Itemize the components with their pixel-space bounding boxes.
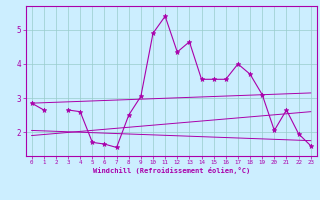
- X-axis label: Windchill (Refroidissement éolien,°C): Windchill (Refroidissement éolien,°C): [92, 167, 250, 174]
